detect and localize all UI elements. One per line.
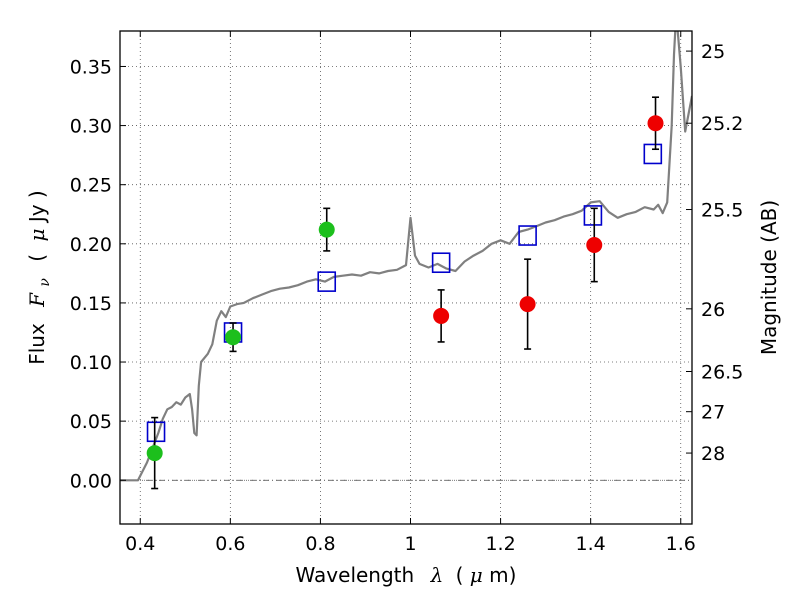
red-photometry-point: [647, 115, 664, 132]
data-layer: [120, 31, 692, 490]
model-flux-square: [583, 205, 603, 226]
x-tick-label: 1.6: [666, 533, 696, 555]
plot-frame: [119, 30, 693, 525]
magnitude-tick-label: 25: [701, 41, 725, 63]
model-flux-square: [518, 225, 537, 246]
tick-layer: 0.4 0.6 0.8 1 1.2 1.4 1.6 0.00 0.05 0.10 0.15 0.20 0…: [70, 31, 743, 555]
x-axis-label-symbol: λ: [430, 563, 444, 587]
model-flux-square: [643, 143, 663, 165]
red-photometry-point: [586, 236, 603, 253]
x-axis-label-text: Wavelength: [296, 563, 415, 587]
green-photometry-point: [225, 329, 242, 346]
model-flux-square: [431, 252, 451, 274]
y-axis-label-unit: Jy ): [25, 190, 49, 224]
x-tick-label: 0.8: [305, 533, 335, 555]
y-tick-label: 0.30: [70, 116, 112, 138]
magnitude-tick-label: 26: [701, 299, 725, 321]
y-tick-label: 0.35: [70, 56, 112, 78]
x-axis-label-unit-open: (: [456, 563, 464, 587]
x-axis-label-unit-mu: μ: [470, 563, 483, 587]
y-tick-label: 0.15: [70, 293, 112, 315]
green-photometry-point: [146, 445, 163, 462]
y-tick-label: 0.05: [70, 411, 112, 433]
grid-layer: [120, 31, 692, 524]
magnitude-tick-label: 27: [701, 402, 725, 424]
x-axis-label-unit: m): [489, 563, 516, 587]
model-flux-square: [146, 421, 166, 443]
red-photometry-point: [519, 296, 536, 313]
red-photometry-point: [433, 307, 450, 324]
magnitude-tick-label: 25.5: [701, 200, 743, 222]
y-axis-label-text: Flux: [25, 323, 49, 365]
y-tick-label: 0.25: [70, 175, 112, 197]
magnitude-tick-label: 25.2: [701, 113, 743, 135]
magnitude-tick-label: 28: [701, 443, 725, 465]
x-axis-label: Wavelength λ ( μ m): [296, 563, 517, 587]
x-tick-label: 0.6: [215, 533, 245, 555]
x-tick-label: 1: [404, 533, 416, 555]
y-axis-label-symbol: F: [25, 292, 49, 308]
y-axis-label-unit-open: (: [25, 254, 49, 262]
model-spectrum-line: [120, 31, 692, 482]
x-tick-label: 0.4: [125, 533, 155, 555]
y-tick-label: 0.10: [70, 352, 112, 374]
y-tick-label: 0.00: [70, 470, 112, 492]
y-axis-label-subscript: ν: [37, 278, 53, 287]
model-flux-square: [317, 271, 337, 292]
green-photometry-point: [318, 221, 335, 238]
y-axis-label: Flux F ν ( μ Jy ): [25, 190, 54, 365]
secondary-y-axis-label: Magnitude (AB): [757, 200, 781, 355]
y-axis-label-unit-mu: μ: [25, 229, 49, 242]
magnitude-tick-label: 26.5: [701, 361, 743, 383]
x-tick-label: 1.4: [576, 533, 606, 555]
y-tick-label: 0.20: [70, 234, 112, 256]
plot-area: [120, 31, 692, 490]
x-tick-label: 1.2: [485, 533, 515, 555]
